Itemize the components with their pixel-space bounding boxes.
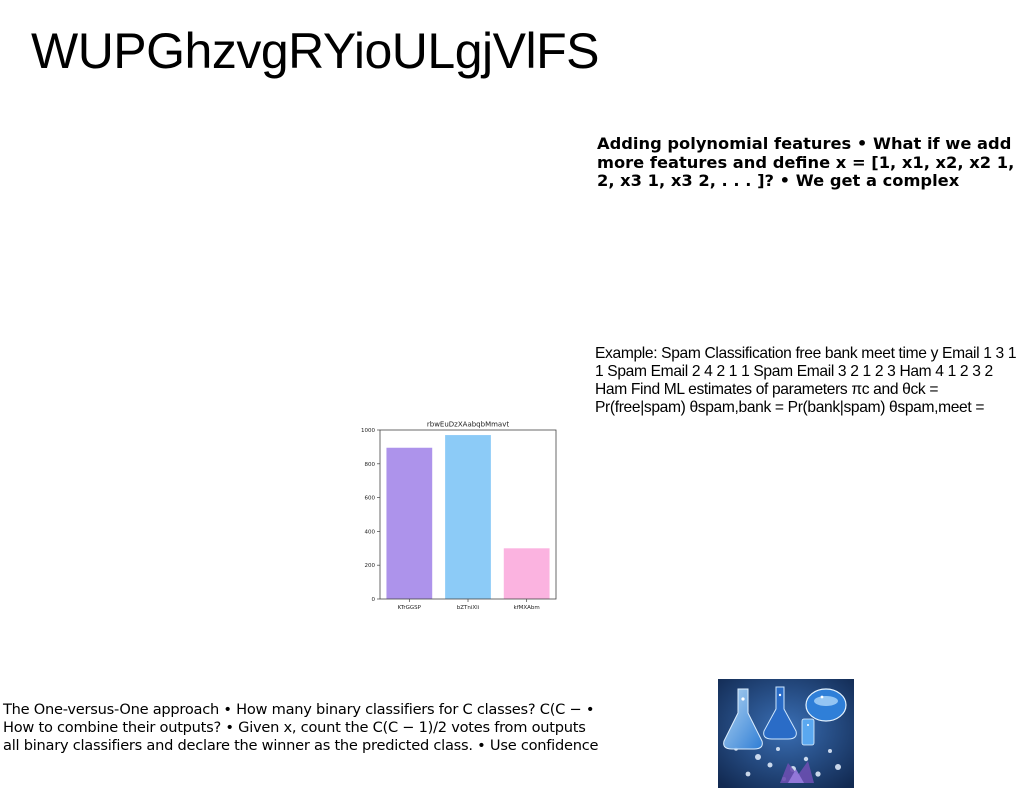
x-tick-label: bZTniXli bbox=[457, 605, 480, 611]
y-tick-label: 200 bbox=[365, 563, 376, 569]
spam-classification-text: Example: Spam Classification free bank m… bbox=[595, 345, 1017, 416]
bar-chart-svg: rbwEuDzXAabqbMmavt 0 200 400 600 800 1000 KTr… bbox=[361, 421, 557, 611]
y-tick-label: 400 bbox=[365, 529, 376, 535]
photo-image bbox=[718, 679, 854, 788]
bar-chart: rbwEuDzXAabqbMmavt 0 200 400 600 800 1000 KTr… bbox=[350, 415, 570, 615]
page-title: WUPGhzvgRYioULgjVlFS bbox=[31, 23, 599, 79]
bar bbox=[386, 447, 433, 599]
lab-glassware-photo bbox=[718, 679, 854, 788]
y-tick-label: 1000 bbox=[361, 428, 375, 434]
bar bbox=[503, 548, 550, 599]
y-tick-label: 600 bbox=[365, 496, 376, 502]
x-tick-label: KTrGGSP bbox=[398, 605, 422, 611]
y-tick-label: 0 bbox=[372, 597, 376, 603]
y-tick-label: 800 bbox=[365, 462, 376, 468]
x-tick-label: kfMXAbm bbox=[514, 605, 540, 611]
one-versus-one-text: The One-versus-One approach • How many b… bbox=[3, 701, 599, 754]
plot-frame bbox=[379, 429, 557, 600]
chart-title: rbwEuDzXAabqbMmavt bbox=[427, 421, 509, 429]
bar bbox=[445, 435, 491, 599]
polynomial-features-text: Adding polynomial features • What if we … bbox=[597, 134, 1015, 190]
